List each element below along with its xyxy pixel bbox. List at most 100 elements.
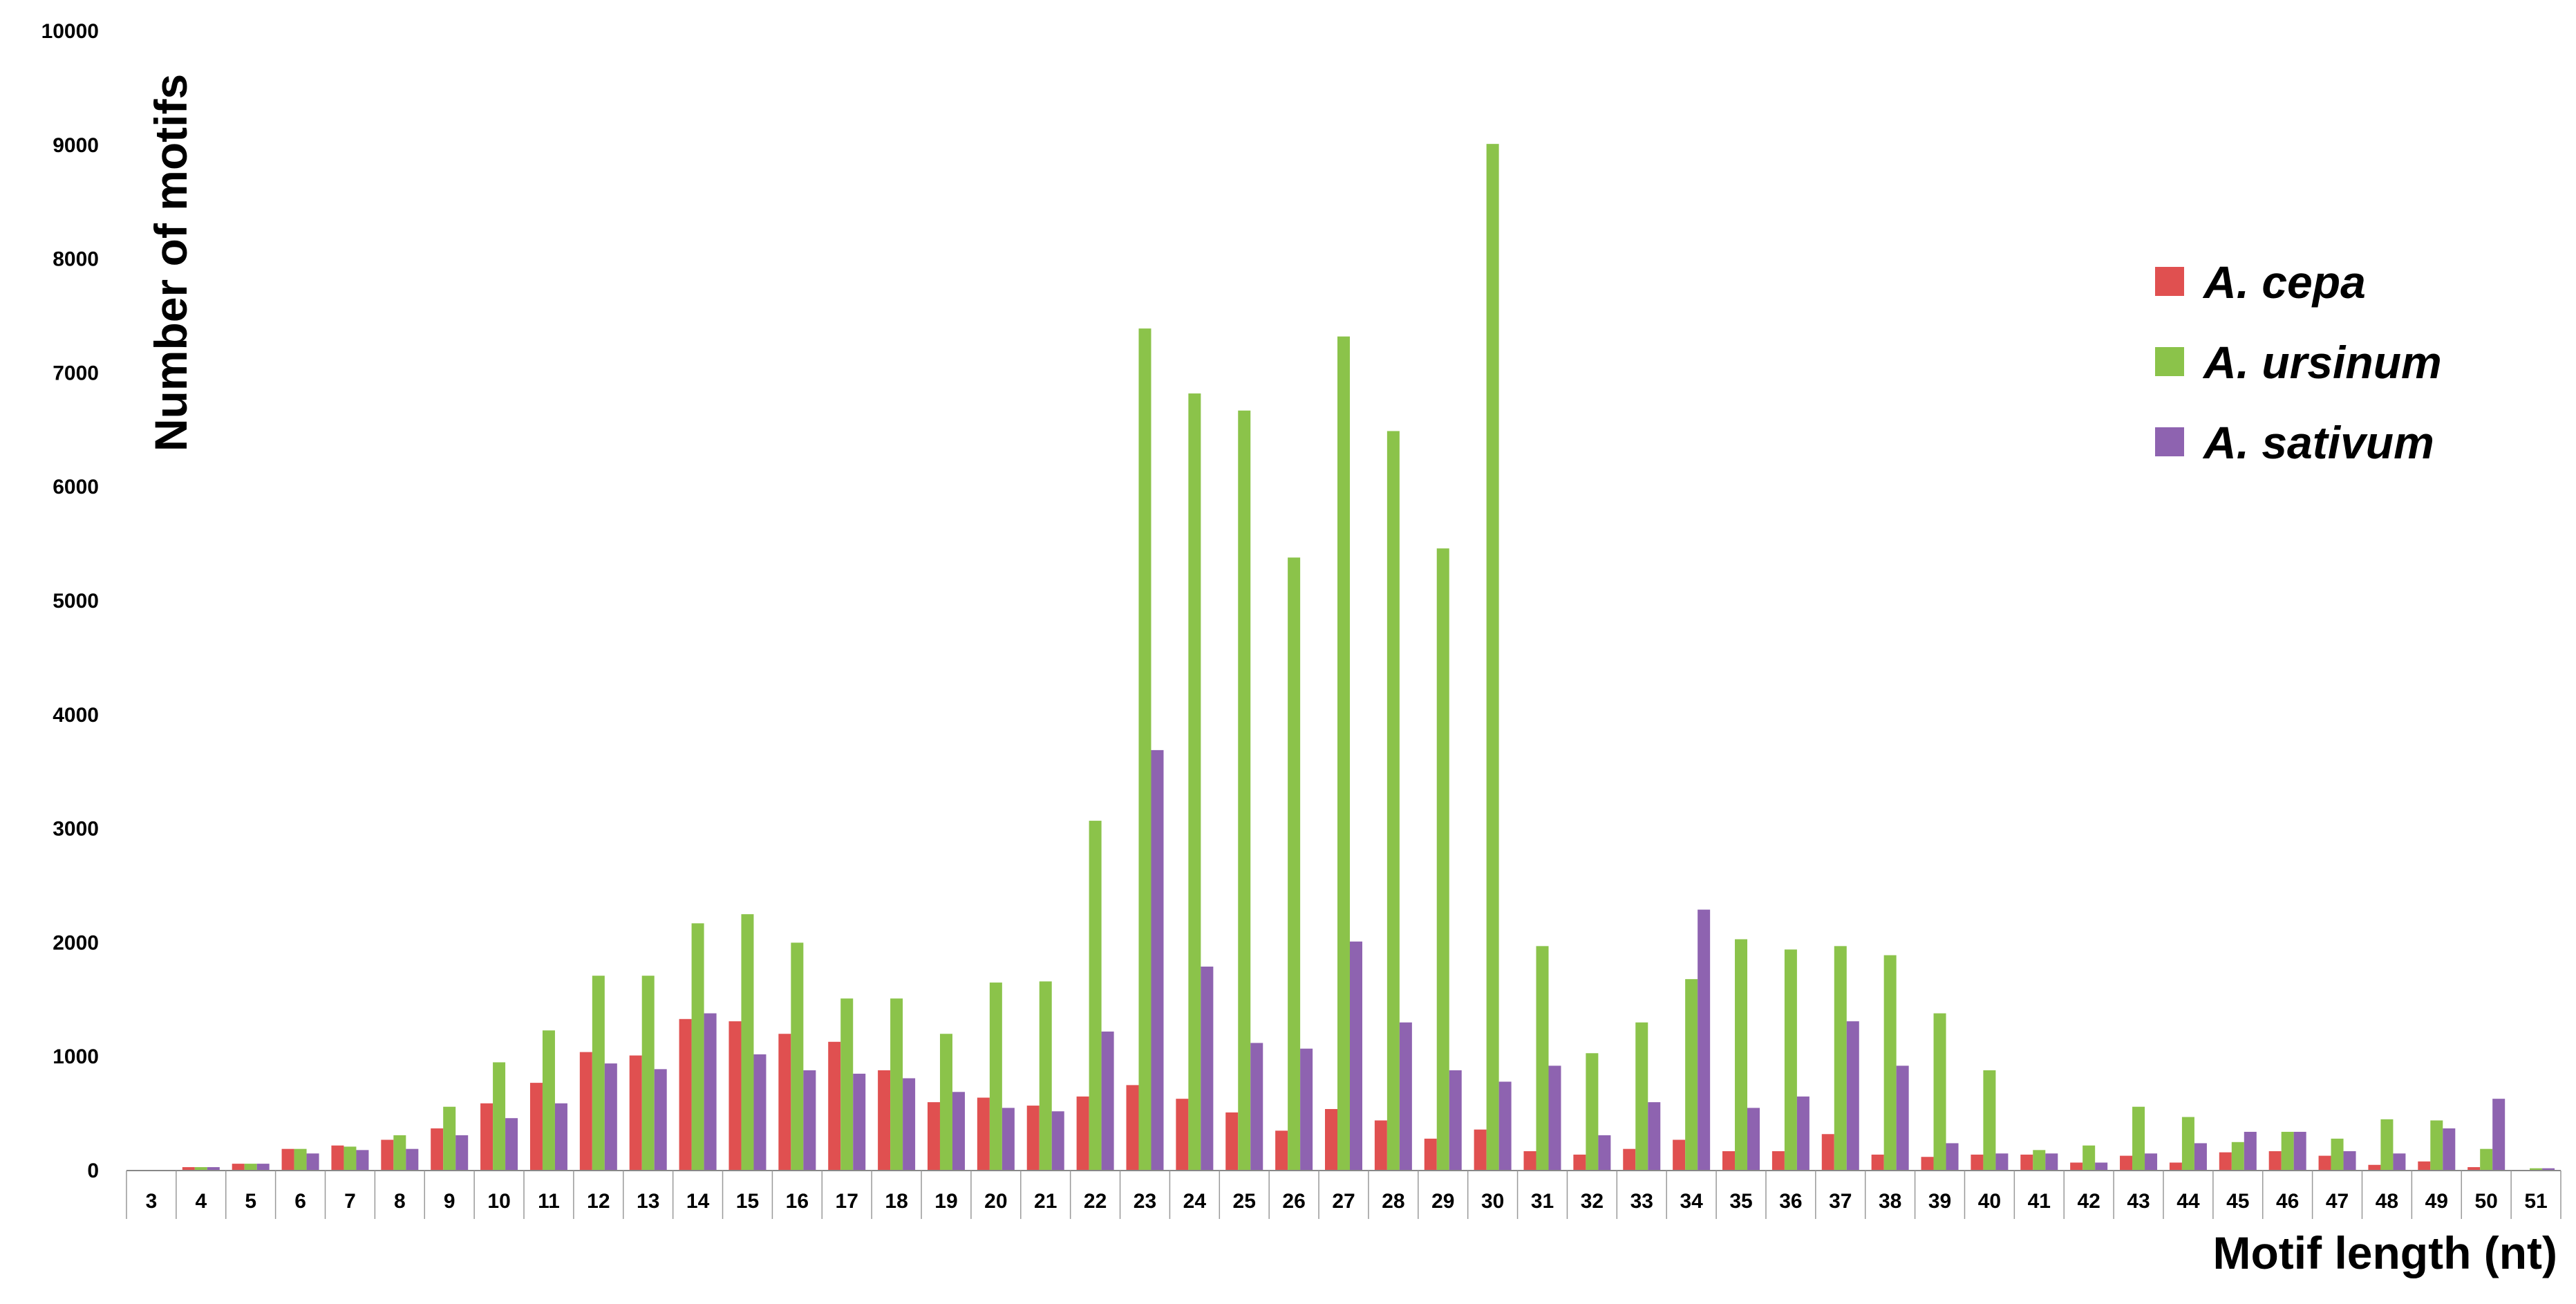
bar: [2430, 1120, 2443, 1171]
bar: [641, 976, 655, 1171]
x-tick-label: 43: [2127, 1190, 2150, 1213]
y-axis-title: Number of motifs: [145, 74, 196, 451]
x-tick-label: 29: [1431, 1190, 1454, 1213]
x-tick-label: 5: [245, 1190, 256, 1213]
bar: [306, 1153, 319, 1171]
x-tick-label: 7: [344, 1190, 356, 1213]
bar: [1498, 1081, 1512, 1171]
x-tick-label: 22: [1084, 1190, 1107, 1213]
bar: [1685, 979, 1698, 1171]
bar: [952, 1092, 965, 1171]
bar: [431, 1128, 444, 1171]
bar: [2132, 1106, 2145, 1171]
bar: [629, 1055, 642, 1171]
bar: [1648, 1102, 1661, 1171]
bar: [1424, 1138, 1437, 1171]
y-tick-label: 9000: [53, 134, 99, 157]
bar: [1486, 144, 1499, 1171]
bar: [2492, 1099, 2506, 1171]
bar: [1337, 336, 1350, 1171]
bar: [2418, 1161, 2431, 1171]
bar: [927, 1102, 940, 1171]
bar: [2268, 1151, 2282, 1171]
x-tick-label: 33: [1630, 1190, 1653, 1213]
bar: [1288, 557, 1301, 1171]
bar: [2530, 1168, 2543, 1171]
x-tick-label: 46: [2276, 1190, 2299, 1213]
x-tick-label: 32: [1581, 1190, 1604, 1213]
bar: [1076, 1096, 1089, 1171]
bars: [182, 144, 2555, 1171]
bar: [654, 1069, 667, 1171]
x-axis: [126, 1170, 2561, 1219]
bar: [244, 1164, 257, 1171]
x-tick-label: 47: [2326, 1190, 2349, 1213]
bar: [1946, 1143, 1959, 1171]
bar: [2181, 1117, 2194, 1171]
x-tick-label: 3: [146, 1190, 158, 1213]
x-tick-label: 30: [1481, 1190, 1504, 1213]
bar: [2480, 1148, 2493, 1171]
bar: [2095, 1162, 2108, 1171]
x-tick-label: 34: [1680, 1190, 1703, 1213]
bar: [1983, 1070, 1996, 1171]
bar: [791, 942, 804, 1171]
x-tick-label: 41: [2028, 1190, 2051, 1213]
bar: [2045, 1153, 2058, 1171]
bar: [2281, 1131, 2294, 1171]
bar: [1374, 1120, 1387, 1171]
bar: [542, 1030, 555, 1171]
bar: [691, 923, 704, 1171]
bar: [1238, 410, 1251, 1171]
bar: [182, 1167, 195, 1171]
bar: [1325, 1109, 1337, 1171]
x-tick-label: 44: [2177, 1190, 2200, 1213]
legend-label: A. ursinum: [2202, 337, 2442, 388]
x-tick-label: 49: [2425, 1190, 2448, 1213]
bar: [1573, 1154, 1586, 1171]
bar: [1051, 1111, 1064, 1171]
bar: [1250, 1043, 1263, 1171]
bar: [2542, 1168, 2555, 1171]
x-tick-label: 6: [294, 1190, 306, 1213]
bar: [207, 1167, 220, 1171]
x-tick-label: 23: [1134, 1190, 1156, 1213]
bar: [381, 1139, 394, 1171]
x-tick-label: 15: [736, 1190, 759, 1213]
bar: [679, 1018, 692, 1171]
y-tick-label: 6000: [53, 476, 99, 499]
bar: [1735, 939, 1748, 1171]
legend-label: A. cepa: [2202, 257, 2366, 308]
x-tick-label: 48: [2376, 1190, 2398, 1213]
bar: [1846, 1021, 1859, 1171]
bar: [853, 1073, 866, 1171]
x-tick-label: 38: [1879, 1190, 1901, 1213]
x-tick-label: 20: [984, 1190, 1007, 1213]
bar: [480, 1103, 493, 1171]
x-tick-label: 12: [587, 1190, 610, 1213]
x-tick-label: 4: [195, 1190, 207, 1213]
bar: [1449, 1070, 1462, 1171]
bar: [828, 1041, 841, 1171]
bar: [2331, 1138, 2344, 1171]
bar: [977, 1097, 990, 1171]
bar: [1188, 393, 1201, 1171]
bar: [356, 1150, 369, 1171]
bar: [2145, 1153, 2158, 1171]
bar: [1971, 1154, 1984, 1171]
bar: [1026, 1106, 1040, 1171]
x-tick-label: 9: [444, 1190, 455, 1213]
bar: [803, 1070, 816, 1171]
bar: [331, 1145, 344, 1171]
bar: [1623, 1148, 1636, 1171]
bar: [493, 1062, 506, 1171]
bar: [2083, 1145, 2096, 1171]
bar: [592, 976, 605, 1171]
x-tick-label: 16: [786, 1190, 809, 1213]
bar: [1002, 1108, 1015, 1171]
x-tick-label: 24: [1183, 1190, 1207, 1213]
bar: [1698, 909, 1711, 1171]
bar: [890, 998, 903, 1171]
